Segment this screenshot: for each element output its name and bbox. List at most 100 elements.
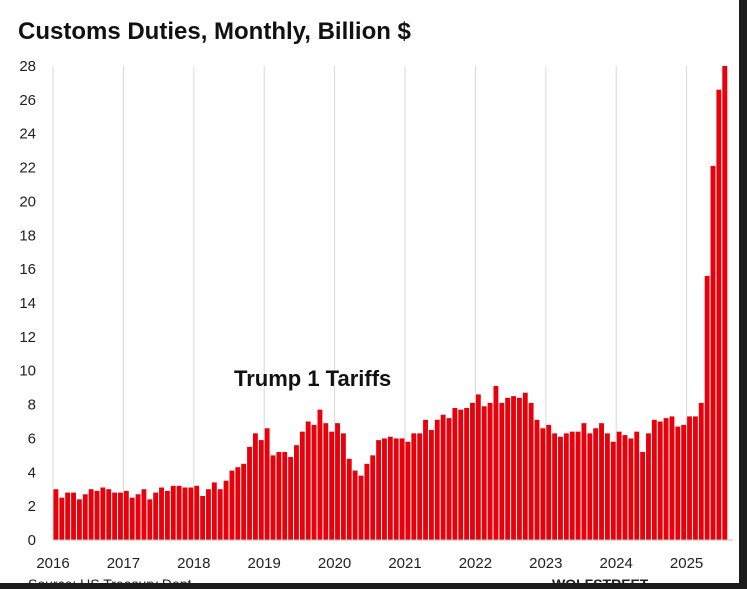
bar [657, 421, 663, 540]
bar [135, 494, 141, 540]
bar [294, 445, 299, 540]
bar [164, 490, 170, 540]
bar [340, 433, 346, 540]
bar [634, 431, 640, 540]
y-tick-label: 10 [19, 363, 36, 380]
bar [188, 487, 194, 540]
bar [393, 438, 399, 540]
x-tick-label: 2024 [600, 555, 633, 572]
bar [247, 446, 252, 540]
y-tick-label: 24 [19, 126, 36, 143]
bar [65, 492, 71, 540]
bar [675, 426, 681, 540]
bar [106, 489, 112, 540]
bar [692, 416, 698, 540]
bar [704, 275, 710, 540]
y-tick-label: 0 [28, 532, 36, 549]
bar [153, 492, 159, 540]
bar [176, 485, 182, 540]
bar [382, 438, 387, 540]
bar [434, 419, 440, 540]
bar [575, 431, 581, 540]
bar [716, 89, 722, 540]
bar [470, 402, 475, 540]
bar [329, 431, 335, 540]
bars-layer [53, 66, 728, 540]
bar [276, 451, 282, 540]
bar [317, 409, 323, 540]
chart-title: Customs Duties, Monthly, Billion $ [18, 18, 411, 45]
bar [610, 441, 616, 540]
bar [123, 490, 129, 540]
source-note: Source: US Treasury Dept [28, 576, 191, 583]
bar [464, 407, 470, 540]
bar [516, 397, 522, 540]
bar [282, 451, 288, 540]
bar [129, 497, 135, 540]
bar [94, 490, 100, 540]
bar [194, 485, 200, 540]
y-tick-label: 14 [19, 295, 36, 312]
y-tick-label: 26 [19, 92, 36, 109]
bar [411, 433, 417, 540]
bar [82, 494, 88, 540]
y-tick-label: 12 [19, 329, 36, 346]
bar [546, 424, 552, 540]
bar [593, 428, 599, 540]
bar [563, 433, 569, 540]
bar [76, 499, 82, 540]
bar [687, 416, 692, 540]
bar [640, 451, 646, 540]
x-tick-label: 2020 [318, 555, 351, 572]
y-tick-label: 16 [19, 261, 36, 278]
x-tick-label: 2023 [529, 555, 562, 572]
bar [622, 435, 628, 540]
bar [428, 429, 434, 540]
bar [581, 423, 587, 540]
bar [346, 458, 352, 540]
bar [211, 482, 217, 540]
bar [481, 406, 487, 540]
bar [446, 418, 452, 540]
bar [305, 421, 311, 540]
bar [669, 416, 675, 540]
x-tick-label: 2018 [177, 555, 210, 572]
bar [241, 463, 247, 540]
bar [311, 424, 317, 540]
y-tick-label: 20 [19, 193, 36, 210]
x-tick-label: 2016 [36, 555, 69, 572]
y-tick-label: 2 [28, 498, 36, 515]
bar [540, 428, 546, 540]
bar [698, 402, 704, 540]
bar [493, 385, 499, 540]
bar [505, 397, 511, 540]
bar [405, 441, 411, 540]
bar [587, 433, 593, 540]
bar [352, 470, 358, 540]
bar [651, 419, 657, 540]
y-tick-label: 28 [19, 58, 36, 75]
x-tick-label: 2017 [107, 555, 140, 572]
bar [710, 165, 716, 540]
bar [423, 419, 428, 540]
bar [475, 394, 481, 540]
bar [417, 433, 423, 540]
bar [170, 485, 176, 540]
bar [528, 402, 534, 540]
bar [370, 455, 376, 540]
annotation-trump-1-tariffs: Trump 1 Tariffs [234, 366, 391, 391]
bar [235, 467, 241, 540]
x-tick-label: 2021 [388, 555, 421, 572]
bar [335, 423, 340, 540]
bar [458, 409, 464, 540]
bar [511, 396, 516, 540]
bar [100, 487, 106, 540]
bar [364, 463, 370, 540]
bar [270, 455, 276, 540]
bar [487, 402, 493, 540]
bar [299, 431, 305, 540]
bar [387, 436, 393, 540]
bar [569, 431, 575, 540]
